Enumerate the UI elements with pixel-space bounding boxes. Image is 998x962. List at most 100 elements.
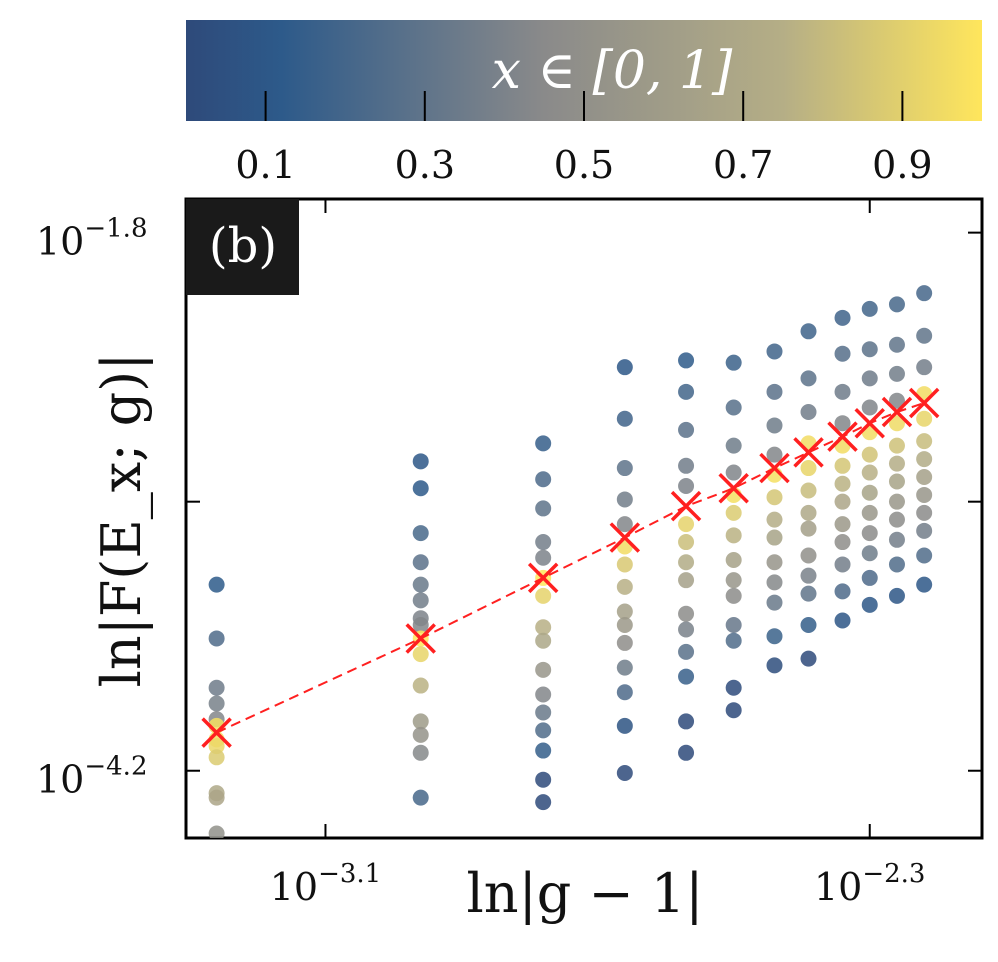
scatter-point xyxy=(834,415,851,432)
fit-marker xyxy=(793,437,824,468)
scatter-point xyxy=(725,617,742,633)
scatter-point xyxy=(800,504,817,521)
scatter-point xyxy=(678,383,695,400)
scatter-point xyxy=(535,435,552,452)
scatter-point xyxy=(616,359,633,376)
scatter-point xyxy=(535,632,552,649)
scatter-point xyxy=(678,534,695,551)
scatter-point xyxy=(766,554,783,571)
scatter-point xyxy=(766,343,783,360)
scatter-point xyxy=(800,370,817,387)
scatter-point xyxy=(412,789,429,806)
scatter-point xyxy=(208,738,225,755)
colorbar-tick-label: 0.9 xyxy=(872,143,932,187)
scatter-point xyxy=(800,323,817,340)
scatter-point xyxy=(725,702,742,719)
scatter-point xyxy=(616,491,633,508)
scatter-point xyxy=(766,489,783,506)
scatter-point xyxy=(800,482,817,499)
scatter-point xyxy=(800,585,817,602)
scatter-point xyxy=(616,634,633,651)
scatter-point xyxy=(861,399,878,416)
fit-marker xyxy=(908,387,940,419)
scatter-point xyxy=(800,567,817,584)
scatter-point xyxy=(208,749,225,766)
scatter-point xyxy=(678,457,695,474)
scatter-point xyxy=(678,744,695,761)
scatter-point xyxy=(888,493,905,510)
scatter-point xyxy=(916,327,933,344)
scatter-point xyxy=(725,437,742,454)
scatter-layer xyxy=(208,285,933,891)
scatter-point xyxy=(834,516,851,533)
scatter-point xyxy=(916,359,933,376)
scatter-point xyxy=(888,392,905,409)
scatter-point xyxy=(412,453,429,470)
scatter-point xyxy=(834,345,851,362)
scatter-point xyxy=(888,556,905,573)
scatter-point xyxy=(412,480,429,497)
colorbar: x ∈ [0, 1] 0.1 0.3 0.5 0.7 0.9 xyxy=(186,20,982,187)
fit-marker xyxy=(609,522,641,553)
scatter-point xyxy=(834,383,851,400)
scatter-point xyxy=(888,296,905,313)
scatter-point xyxy=(678,713,695,730)
scatter-point xyxy=(800,547,817,564)
scatter-point xyxy=(725,354,742,371)
x-tick-label: 10−2.3 xyxy=(814,859,926,909)
fit-marker xyxy=(718,472,749,504)
fit-marker xyxy=(854,407,885,439)
scatter-point xyxy=(616,659,633,676)
scatter-point xyxy=(412,617,429,633)
scatter-point xyxy=(916,285,933,302)
scatter-point xyxy=(616,764,633,781)
scatter-point xyxy=(916,504,933,521)
scatter-point xyxy=(208,679,225,696)
scatter-point xyxy=(209,875,225,891)
scatter-point xyxy=(834,556,851,573)
scatter-point xyxy=(616,410,633,427)
scatter-point xyxy=(916,576,933,593)
scatter-point xyxy=(535,742,552,759)
scatter-point xyxy=(888,531,905,548)
scatter-point xyxy=(535,771,552,788)
scatter-point xyxy=(535,661,552,678)
scatter-point xyxy=(861,300,878,317)
fit-marker xyxy=(759,452,790,484)
scatter-point xyxy=(535,704,552,721)
y-tick-label: 10−1.8 xyxy=(36,214,148,264)
scatter-point xyxy=(916,486,933,503)
scatter-point xyxy=(616,578,633,595)
scatter-point xyxy=(725,551,742,568)
fit-marker xyxy=(670,490,702,522)
scatter-point xyxy=(725,399,742,416)
scatter-point xyxy=(616,603,633,620)
scatter-point xyxy=(208,695,225,712)
scatter-point xyxy=(725,504,742,521)
scatter-point xyxy=(678,352,695,369)
scatter-point xyxy=(766,417,783,434)
scatter-point xyxy=(861,504,878,521)
scatter-point xyxy=(834,534,851,551)
fit-line xyxy=(216,402,925,734)
scatter-point xyxy=(413,841,429,857)
scatter-point xyxy=(766,529,783,546)
panel-label: (b) xyxy=(186,199,299,295)
scatter-point xyxy=(800,404,817,420)
scatter-point xyxy=(834,583,851,600)
scatter-point xyxy=(678,668,695,685)
scatter-point xyxy=(678,572,695,589)
scatter-point xyxy=(616,717,633,734)
scatter-point xyxy=(725,464,742,481)
scatter-point xyxy=(800,460,817,477)
scatter-point xyxy=(678,477,695,494)
scatter-point xyxy=(725,572,742,589)
colorbar-tick-label: 0.3 xyxy=(395,143,455,187)
scatter-point xyxy=(208,825,225,838)
scatter-point xyxy=(766,511,783,528)
scatter-point xyxy=(861,370,878,387)
scatter-point xyxy=(616,617,633,633)
scatter-point xyxy=(412,576,429,593)
colorbar-label: x ∈ [0, 1] xyxy=(492,41,733,101)
scatter-point xyxy=(412,744,429,761)
